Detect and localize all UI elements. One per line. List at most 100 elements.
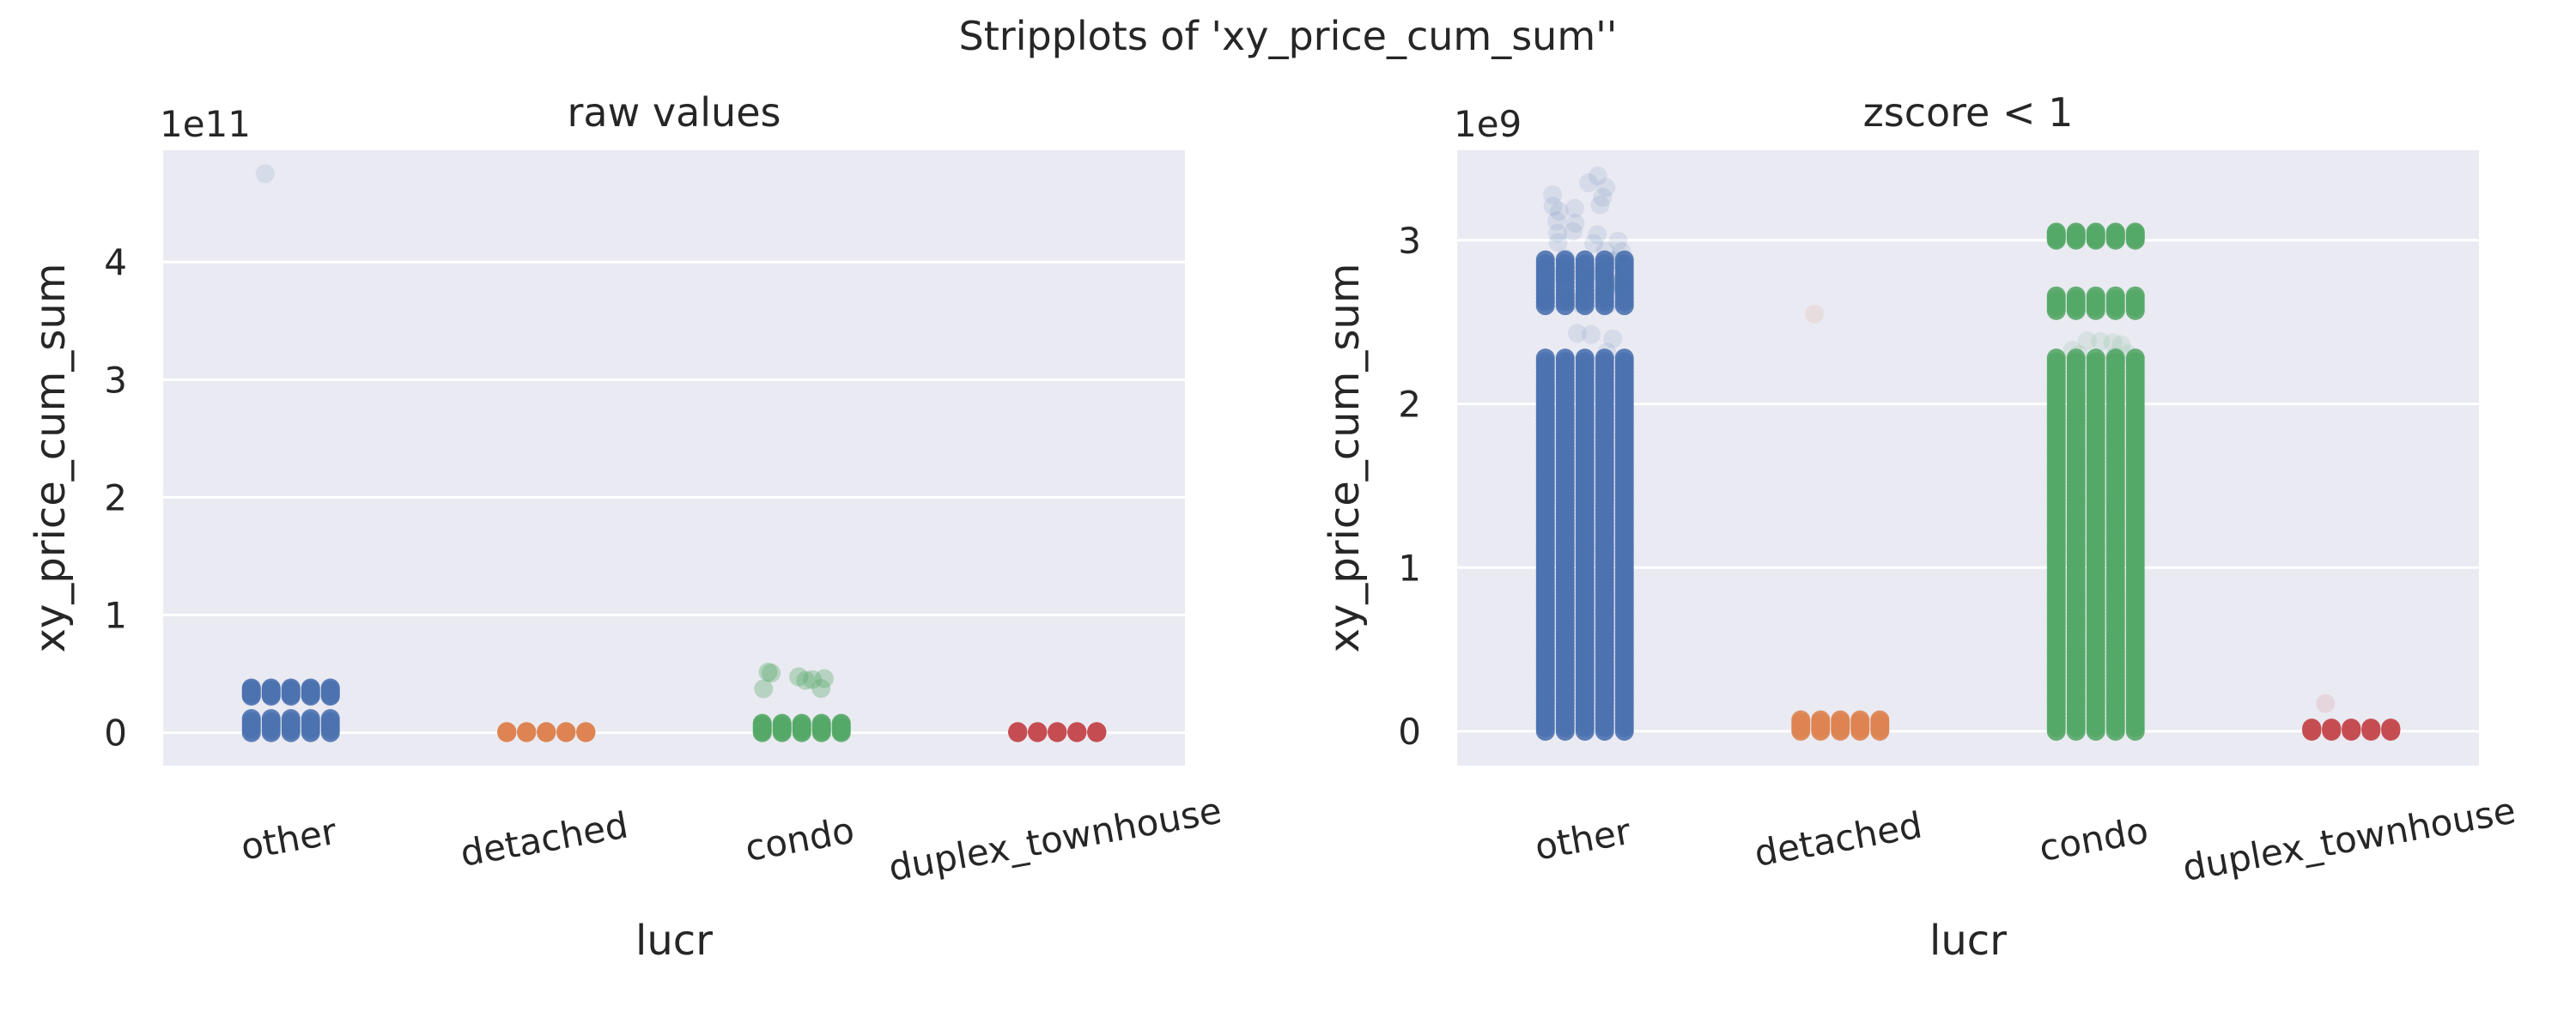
data-point <box>1592 285 1612 305</box>
strip-detached <box>497 722 596 742</box>
data-point <box>754 679 774 699</box>
data-point <box>517 722 537 742</box>
data-point <box>301 709 320 729</box>
data-point <box>537 722 556 742</box>
data-point <box>1535 250 1555 270</box>
y-scale-offset-label: 1e11 <box>160 103 251 145</box>
data-point <box>1831 710 1850 730</box>
data-point <box>814 669 834 688</box>
y-tick-label: 2 <box>104 476 127 518</box>
figure-suptitle: Stripplots of 'xy_price_cum_sum'' <box>959 13 1618 59</box>
data-point <box>2063 341 2082 360</box>
plot-area <box>163 150 1185 766</box>
panel-title: raw values <box>568 89 781 136</box>
y-tick-label: 1 <box>104 595 127 637</box>
data-point <box>2117 344 2137 364</box>
data-point <box>2066 286 2086 306</box>
data-point <box>2086 348 2105 368</box>
x-tick-label: duplex_townhouse <box>2179 790 2518 889</box>
data-point <box>1870 710 1890 730</box>
data-point <box>1791 710 1811 730</box>
data-point <box>1595 241 1615 261</box>
data-point <box>241 709 261 729</box>
data-point <box>1589 263 1608 282</box>
data-point <box>1567 324 1587 343</box>
data-point <box>1582 324 1601 344</box>
x-tick-label: condo <box>742 809 857 869</box>
data-point <box>1555 348 1575 368</box>
data-point <box>1603 329 1623 348</box>
data-point <box>1549 202 1569 221</box>
y-tick-label: 3 <box>1398 220 1421 262</box>
data-point <box>1607 250 1626 270</box>
data-point <box>796 670 816 690</box>
data-point <box>1565 214 1585 233</box>
y-tick-label: 1 <box>1398 547 1421 589</box>
data-point <box>1067 722 1087 742</box>
data-point <box>2381 718 2401 738</box>
data-point <box>1536 289 1556 309</box>
data-point <box>762 663 781 683</box>
data-point <box>241 678 261 698</box>
data-point <box>1048 722 1067 742</box>
y-scale-offset-label: 1e9 <box>1454 103 1522 145</box>
y-axis-label: xy_price_cum_sum <box>27 263 75 652</box>
data-point <box>1593 263 1613 282</box>
data-point <box>1590 195 1610 215</box>
strip-detached <box>1791 304 1890 741</box>
data-point <box>1595 348 1614 368</box>
data-point <box>1597 295 1617 315</box>
data-point <box>497 722 517 742</box>
data-point <box>2086 222 2105 242</box>
data-point <box>2046 348 2066 368</box>
data-point <box>1605 251 1625 271</box>
strip-condo <box>2046 222 2145 741</box>
y-tick-label: 2 <box>1398 384 1421 426</box>
data-point <box>2077 331 2097 351</box>
data-point <box>2091 331 2111 351</box>
data-point <box>1596 178 1616 197</box>
y-tick-label: 0 <box>104 712 127 754</box>
data-point <box>2322 718 2342 738</box>
data-point <box>1608 275 1628 294</box>
x-axis-label: lucr <box>1929 917 2007 965</box>
data-point <box>811 713 831 733</box>
strip-condo <box>752 663 851 742</box>
data-point <box>576 722 596 742</box>
data-point <box>1583 233 1603 253</box>
data-point <box>281 678 301 698</box>
data-point <box>752 713 772 733</box>
data-point <box>1575 250 1595 270</box>
data-point <box>1548 233 1568 252</box>
data-point <box>1564 198 1584 218</box>
data-point <box>772 713 792 733</box>
data-point <box>2066 348 2086 368</box>
data-point <box>556 722 576 742</box>
panel-title: zscore < 1 <box>1863 89 2074 136</box>
y-tick-label: 4 <box>104 241 127 283</box>
data-point <box>2105 347 2124 367</box>
data-point <box>1543 185 1563 204</box>
strip-other <box>241 164 340 742</box>
data-point <box>2086 286 2105 306</box>
data-point <box>2111 335 2131 354</box>
y-tick-label: 3 <box>104 359 127 401</box>
data-point <box>1588 166 1607 185</box>
data-point <box>1611 272 1631 292</box>
outlier-point <box>255 164 275 184</box>
data-point <box>1811 710 1831 730</box>
data-point <box>2069 345 2088 365</box>
data-point <box>1558 262 1578 282</box>
data-point <box>261 709 281 729</box>
data-point <box>1548 223 1568 243</box>
x-tick-label: detached <box>458 803 631 874</box>
data-point <box>301 678 320 698</box>
data-point <box>1850 710 1870 730</box>
data-point <box>1575 269 1595 288</box>
data-point <box>1535 348 1555 368</box>
data-point <box>1569 294 1589 313</box>
data-point <box>320 678 340 698</box>
strip-duplex_townhouse <box>2302 694 2401 741</box>
